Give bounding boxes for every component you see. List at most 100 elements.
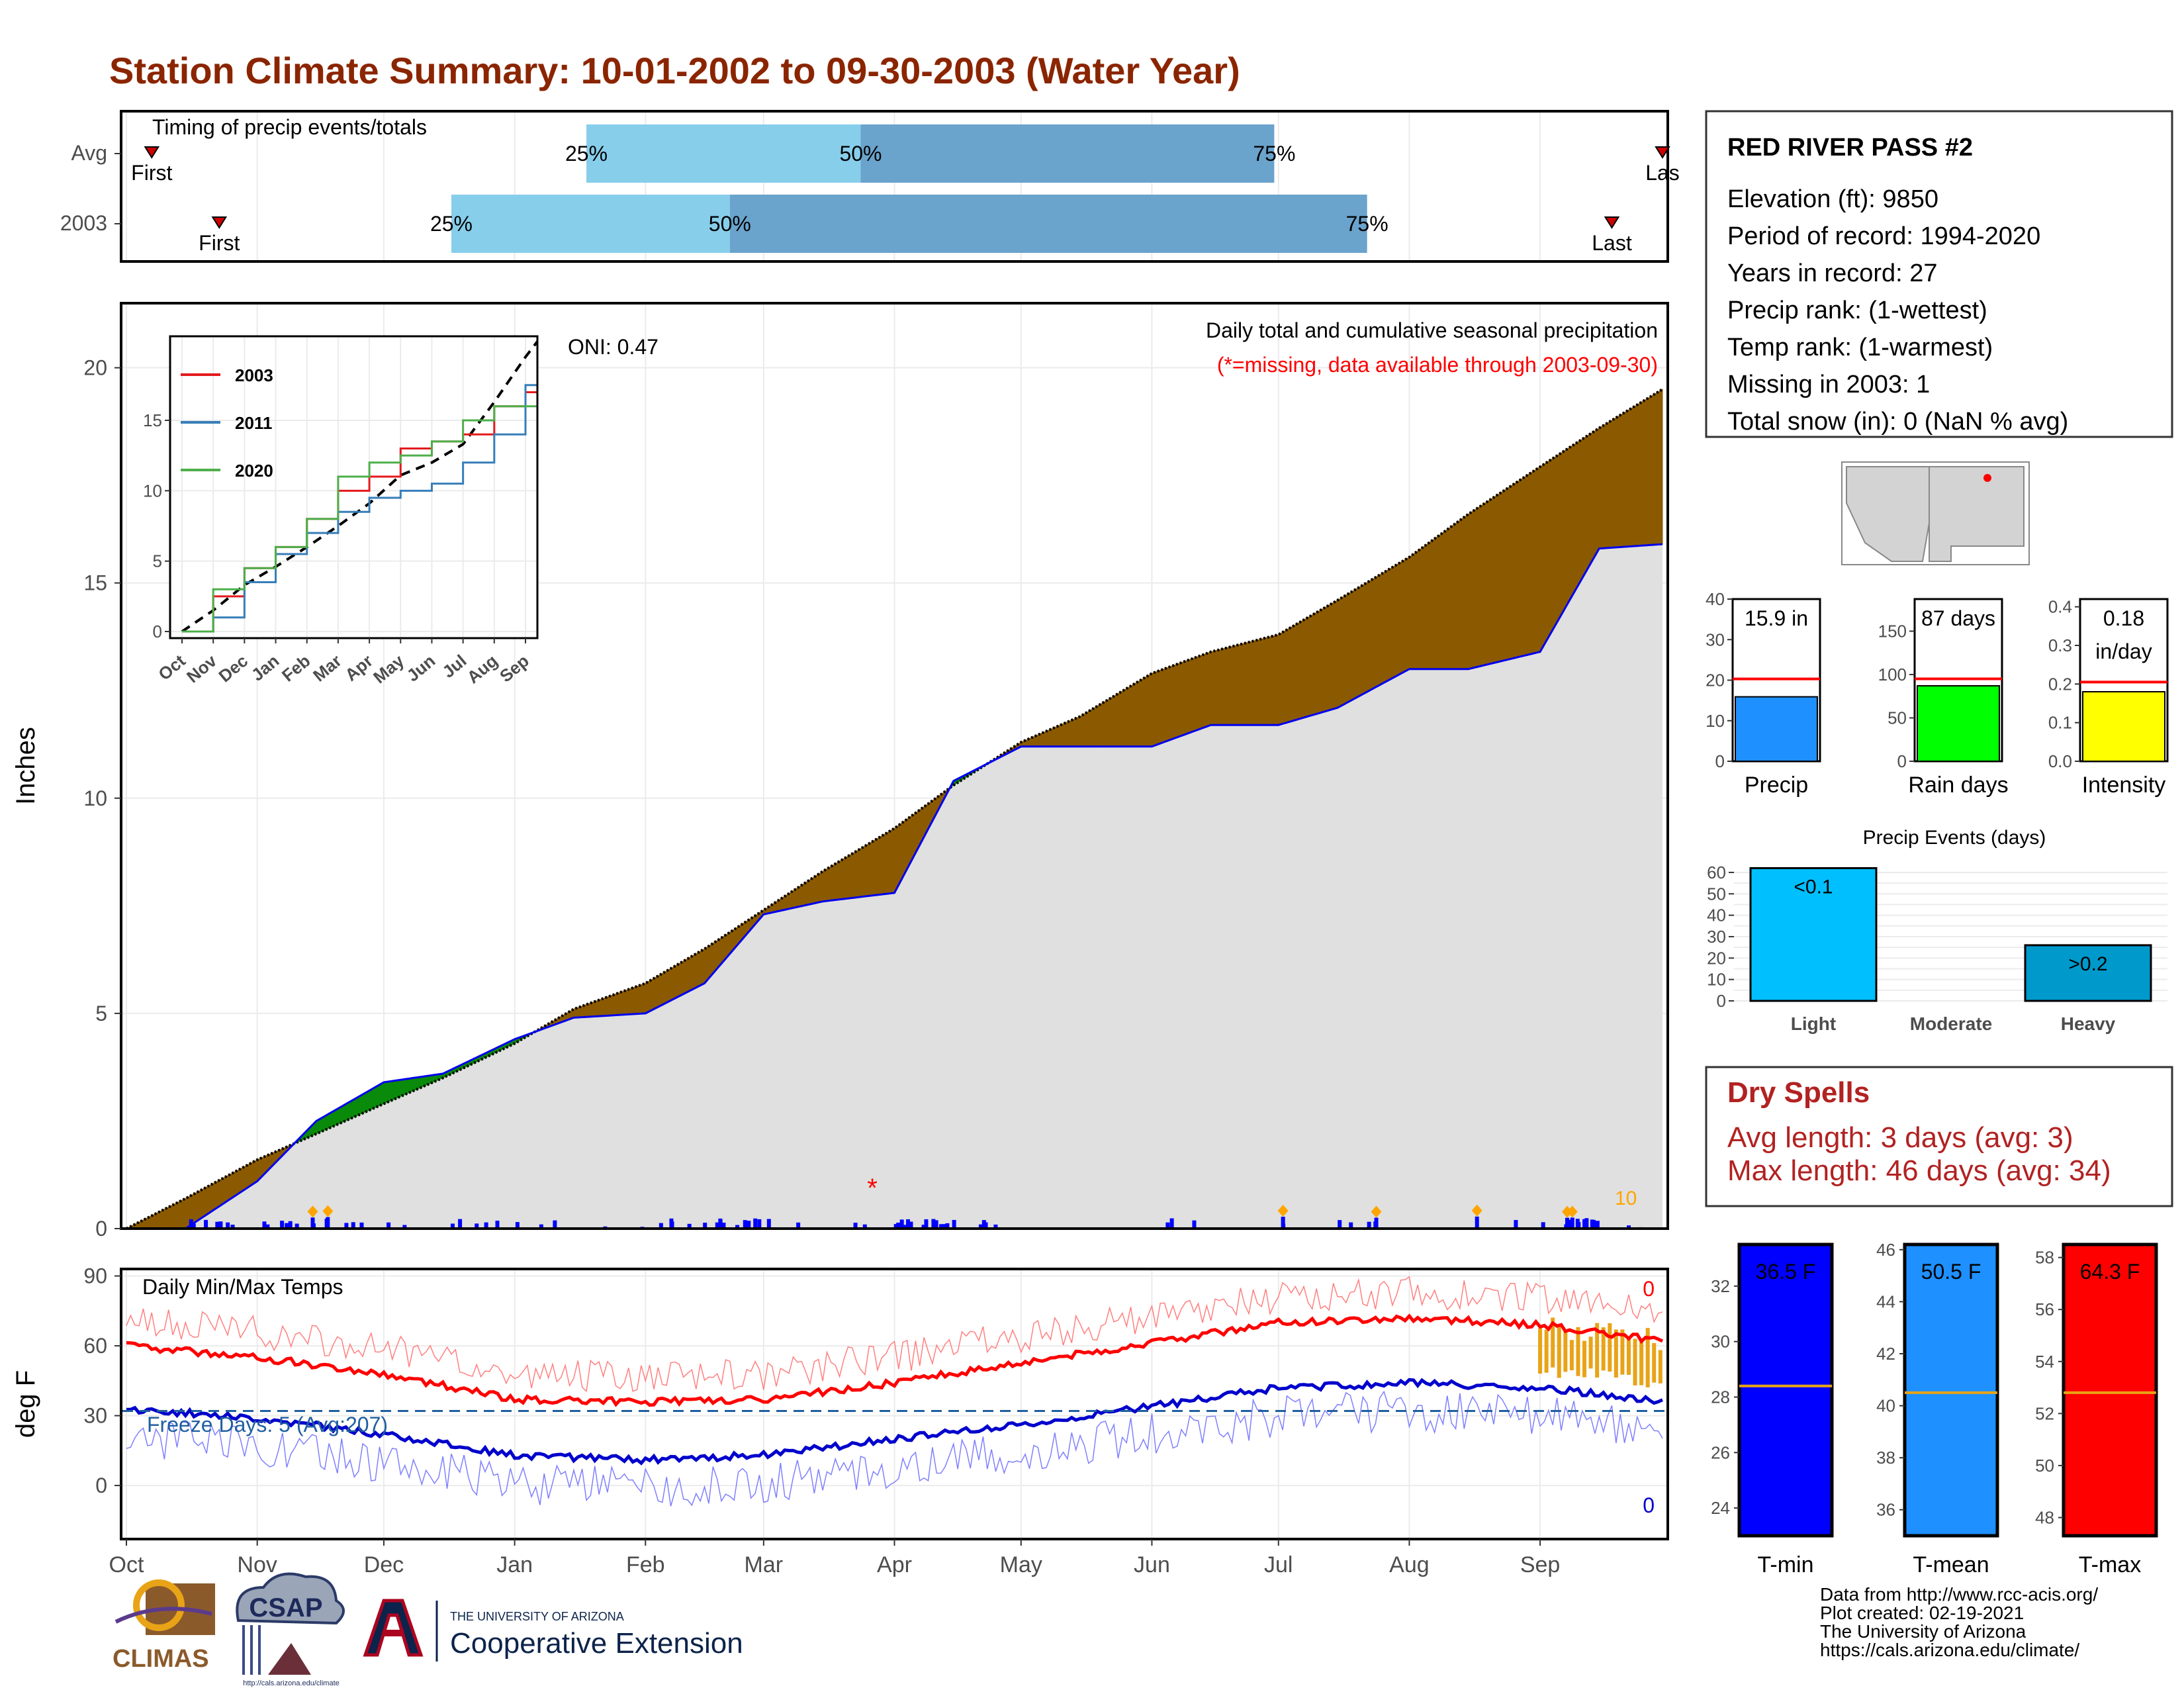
timing-label: Timing of precip events/totals — [152, 115, 427, 139]
departure-fill-segment — [1408, 553, 1414, 670]
departure-fill-segment — [1392, 564, 1397, 679]
departure-fill-segment — [366, 1089, 372, 1112]
events-y-tick-label: 10 — [1707, 970, 1726, 990]
daily-precip-bar — [311, 1223, 316, 1229]
departure-fill-segment — [240, 1166, 246, 1194]
month-tick-label: Apr — [877, 1552, 912, 1577]
freeze-days-label: Freeze Days: 5 (Avg:207) — [147, 1413, 388, 1436]
events-y-tick-label: 60 — [1707, 863, 1726, 882]
timing-p75-label: 75% — [1346, 212, 1388, 236]
temp-summary-y-tick-label: 58 — [2035, 1248, 2054, 1268]
summary-y-tick-label: 0 — [1897, 751, 1907, 771]
departure-fill-segment — [1396, 561, 1402, 677]
departure-fill-segment — [843, 855, 848, 900]
daily-precip-bar — [718, 1218, 723, 1229]
departure-fill-segment — [1354, 586, 1359, 700]
temp-summary-y-tick-label: 50 — [2035, 1456, 2054, 1476]
departure-fill-segment — [1054, 725, 1060, 747]
departure-fill-segment — [813, 873, 819, 904]
inset-x-tick-label: Oct — [154, 651, 189, 684]
summary-y-tick-label: 0.2 — [2048, 674, 2072, 694]
departure-fill-segment — [1582, 436, 1587, 580]
departure-fill-segment — [822, 868, 827, 902]
daily-precip-bar — [743, 1220, 747, 1229]
corner-count: 10 — [1615, 1188, 1637, 1209]
daily-precip-bar — [1582, 1219, 1587, 1229]
record-min-temp-line — [126, 1390, 1663, 1507]
departure-fill-segment — [1557, 452, 1562, 624]
station-line: Missing in 2003: 1 — [1727, 371, 1930, 399]
departure-fill-segment — [392, 1080, 397, 1101]
departure-fill-segment — [1371, 577, 1376, 690]
cumulative-avg-line — [126, 388, 1664, 1230]
inset-x-tick-label: Apr — [341, 651, 377, 685]
daily-precip-bar — [553, 1220, 557, 1229]
inset-x-tick-label: Feb — [278, 651, 314, 686]
summary-value-label: in/day — [2095, 639, 2152, 663]
departure-fill-segment — [1138, 677, 1144, 747]
events-title: Precip Events (days) — [1863, 827, 2046, 849]
departure-fill-segment — [1480, 502, 1486, 667]
departure-fill-segment — [691, 953, 697, 990]
temp-summary-value-label: 50.5 F — [1921, 1260, 1981, 1284]
daily-precip-bar — [896, 1222, 901, 1229]
daily-precip-bar — [659, 1223, 663, 1229]
departure-fill-segment — [657, 972, 663, 1008]
departure-fill-segment — [1379, 571, 1385, 686]
month-tick-label: Sep — [1520, 1552, 1561, 1577]
station-location-dot — [1983, 474, 1991, 482]
summary-value-label: 0.18 — [2103, 606, 2144, 630]
daily-precip-bar — [324, 1219, 329, 1229]
temp-summary-y-tick-label: 44 — [1876, 1291, 1895, 1311]
departure-fill-segment — [1367, 579, 1372, 692]
departure-fill-segment — [1328, 602, 1334, 711]
daily-precip-bar — [280, 1221, 285, 1229]
inset-x-tick-label: May — [369, 651, 408, 688]
daily-precip-bar — [796, 1222, 801, 1229]
departure-fill-segment — [662, 970, 667, 1006]
departure-fill-segment — [1628, 406, 1633, 547]
daily-precip-bar — [359, 1222, 364, 1229]
summary-y-tick-label: 30 — [1706, 630, 1725, 649]
timing-first-marker-icon — [211, 216, 228, 229]
daily-precip-bar — [288, 1221, 293, 1229]
departure-fill-segment — [177, 1199, 182, 1229]
temp-summary-bar — [2062, 1243, 2158, 1538]
daily-precip-bar — [939, 1224, 944, 1229]
daily-precip-bar — [931, 1219, 936, 1229]
month-tick-label: Feb — [626, 1552, 665, 1577]
inset-x-tick-label: Jan — [248, 651, 283, 685]
daily-precip-bar — [993, 1224, 998, 1229]
departure-fill-segment — [615, 992, 621, 1016]
temp-y-tick-label: 60 — [83, 1334, 107, 1358]
departure-fill-segment — [1358, 584, 1363, 697]
departure-fill-segment — [1185, 659, 1191, 735]
daily-precip-bar — [1281, 1217, 1285, 1229]
daily-precip-bar — [218, 1221, 223, 1229]
departure-fill-segment — [1282, 629, 1287, 725]
departure-fill-segment — [628, 987, 633, 1015]
csap-logo-text: CSAP — [249, 1593, 322, 1622]
departure-fill-segment — [1071, 718, 1077, 747]
temp-y-tick-label: 90 — [83, 1264, 107, 1288]
footer-line: Plot created: 02-19-2021 — [1820, 1603, 2024, 1623]
departure-fill-segment — [1160, 668, 1165, 744]
daily-precip-bar — [450, 1223, 455, 1229]
departure-fill-segment — [894, 824, 899, 894]
departure-fill-segment — [1063, 721, 1068, 747]
departure-fill-segment — [637, 984, 642, 1015]
departure-fill-segment — [1248, 640, 1253, 726]
departure-fill-segment — [696, 951, 701, 988]
departure-fill-segment — [172, 1202, 178, 1229]
departure-fill-segment — [1527, 471, 1532, 655]
temp-summary-y-tick-label: 32 — [1711, 1276, 1730, 1296]
departure-fill-segment — [1658, 389, 1663, 545]
inset-y-tick-label: 10 — [143, 481, 162, 500]
daily-precip-bar — [1338, 1220, 1342, 1229]
station-name: RED RIVER PASS #2 — [1727, 134, 1973, 162]
temp-summary-y-tick-label: 46 — [1876, 1240, 1895, 1260]
inset-x-tick-label: Aug — [463, 651, 502, 687]
departure-fill-segment — [1603, 422, 1608, 549]
departure-fill-segment — [1523, 474, 1528, 657]
station-line: Years in record: 27 — [1727, 259, 1938, 287]
